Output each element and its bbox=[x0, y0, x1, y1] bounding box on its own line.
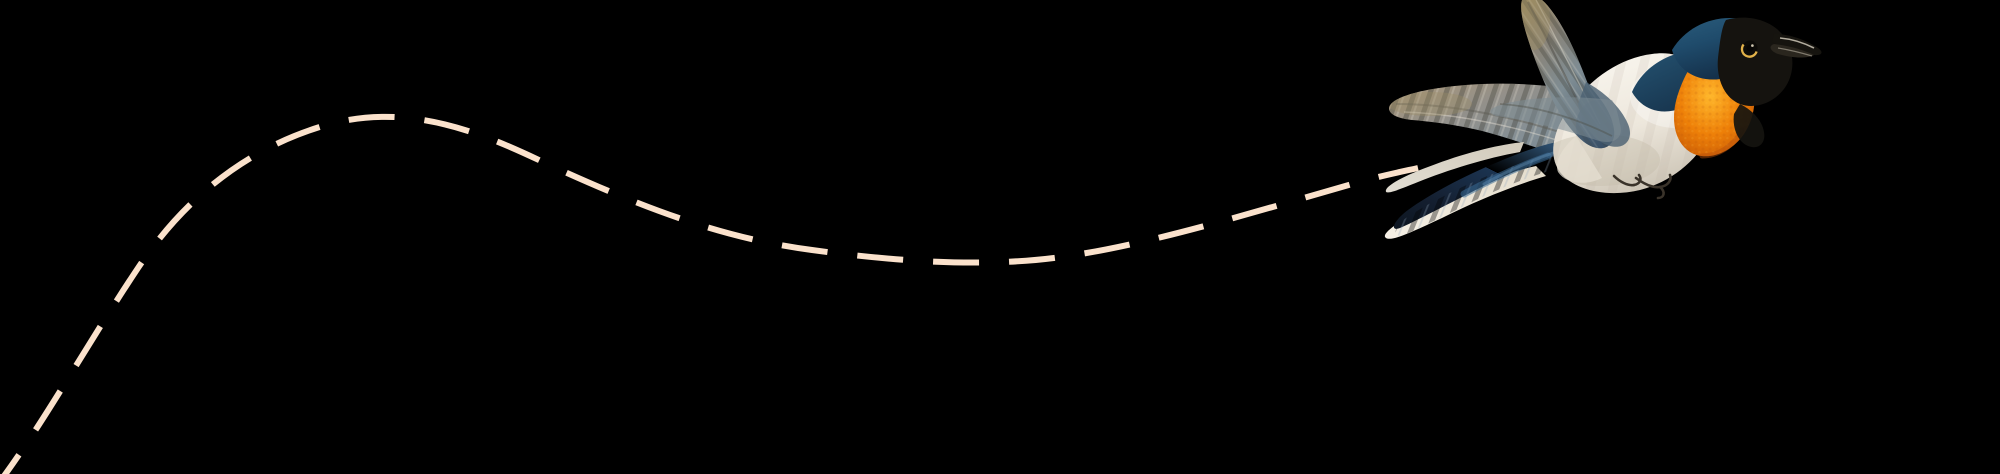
face-mask-lower bbox=[1733, 104, 1765, 148]
eye bbox=[1740, 40, 1758, 58]
dashed-flight-trail bbox=[1, 113, 1419, 474]
feet bbox=[1612, 173, 1672, 200]
wing-overlay bbox=[1490, 97, 1621, 143]
beak bbox=[1770, 34, 1822, 58]
wing-overlay-striation bbox=[1499, 103, 1613, 137]
